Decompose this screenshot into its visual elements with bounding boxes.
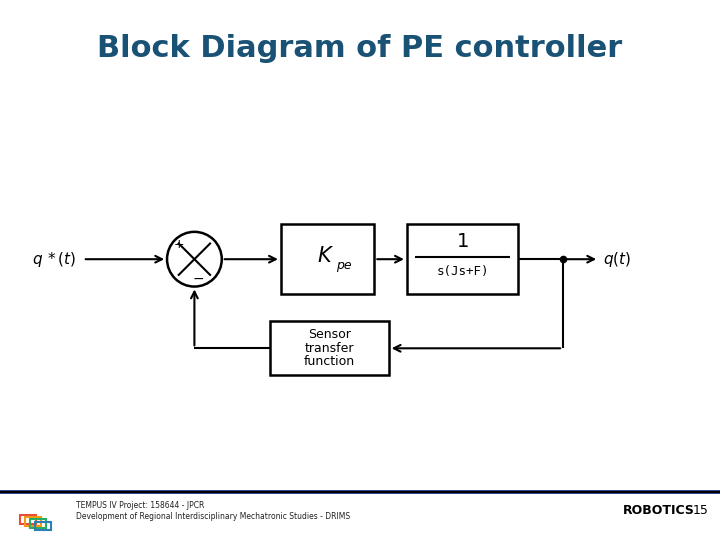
Bar: [407, 224, 518, 294]
Bar: [20, 515, 36, 524]
Text: pe: pe: [336, 259, 351, 272]
Text: $q\,*(t)$: $q\,*(t)$: [32, 249, 76, 269]
Text: function: function: [304, 355, 355, 368]
Text: K: K: [317, 246, 331, 267]
Text: 15: 15: [693, 504, 708, 517]
Text: −: −: [193, 272, 204, 286]
Text: ROBOTICS: ROBOTICS: [623, 504, 695, 517]
Text: $q(t)$: $q(t)$: [603, 249, 631, 269]
Bar: [30, 519, 46, 528]
Text: +: +: [174, 238, 184, 251]
Text: s(Js+F): s(Js+F): [436, 265, 489, 278]
Bar: [270, 321, 389, 375]
Bar: [35, 522, 51, 530]
Text: TEMPUS IV Project: 158644 - JPCR: TEMPUS IV Project: 158644 - JPCR: [76, 501, 204, 510]
Text: Development of Regional Interdisciplinary Mechatronic Studies - DRIMS: Development of Regional Interdisciplinar…: [76, 512, 350, 521]
Text: Block Diagram of PE controller: Block Diagram of PE controller: [97, 34, 623, 63]
Text: transfer: transfer: [305, 342, 354, 355]
Bar: [25, 517, 41, 526]
Text: Sensor: Sensor: [308, 328, 351, 341]
Bar: [281, 224, 374, 294]
Text: 1: 1: [456, 232, 469, 251]
